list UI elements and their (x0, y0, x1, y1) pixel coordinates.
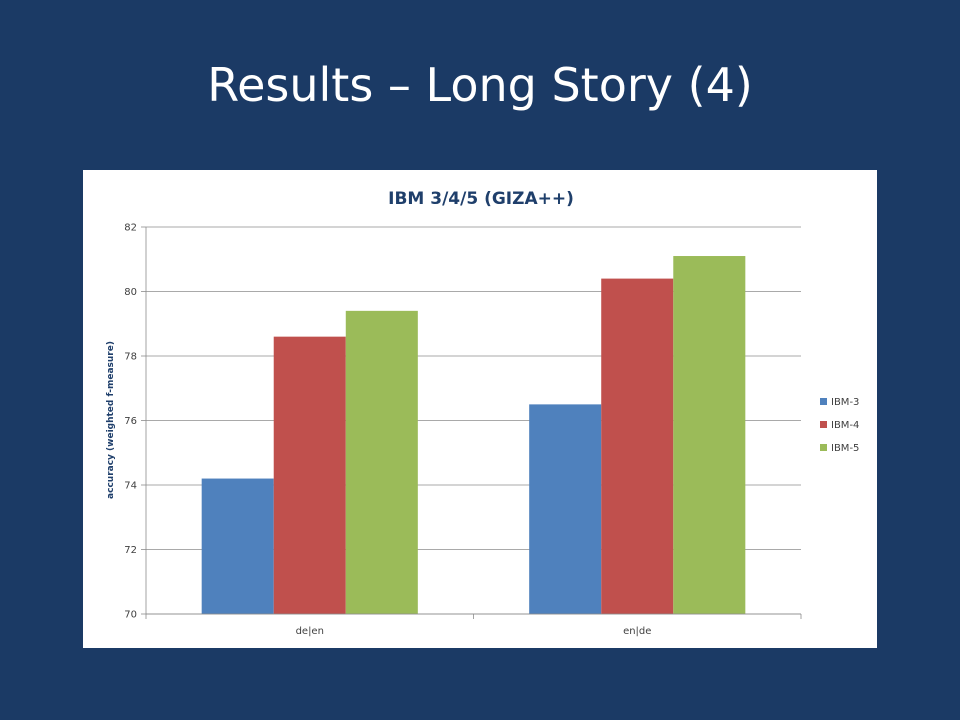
legend-swatch-ibm-3 (820, 398, 827, 405)
chart-frame: IBM 3/4/5 (GIZA++) accuracy (weighted f-… (83, 170, 877, 648)
slide-title: Results – Long Story (4) (207, 58, 753, 112)
y-tick-label: 80 (124, 287, 137, 298)
legend-label-ibm-5: IBM-5 (831, 443, 859, 454)
axes: 70 72 74 76 78 80 82 de|en en|de (124, 223, 802, 637)
bar-ibm-3-de-en (201, 478, 274, 614)
bars (201, 256, 746, 614)
y-tick-label: 72 (124, 545, 137, 556)
y-axis-label: accuracy (weighted f-measure) (106, 341, 116, 499)
legend-label-ibm-4: IBM-4 (831, 420, 859, 431)
x-category-label: en|de (623, 626, 651, 637)
legend: IBM-3 IBM-4 IBM-5 (820, 397, 859, 454)
y-tick-label: 78 (124, 352, 137, 363)
bar-ibm-5-de-en (345, 310, 418, 614)
chart-title: IBM 3/4/5 (GIZA++) (388, 189, 574, 209)
bar-ibm-3-en-de (529, 404, 602, 614)
x-category-label: de|en (296, 626, 324, 637)
y-tick-label: 70 (124, 610, 137, 621)
bar-ibm-4-de-en (273, 336, 346, 614)
y-tick-label: 82 (124, 223, 137, 234)
bar-chart: IBM 3/4/5 (GIZA++) accuracy (weighted f-… (106, 189, 859, 637)
bar-ibm-4-en-de (601, 278, 674, 614)
legend-label-ibm-3: IBM-3 (831, 397, 859, 408)
y-tick-label: 74 (124, 481, 137, 492)
legend-swatch-ibm-5 (820, 444, 827, 451)
legend-swatch-ibm-4 (820, 421, 827, 428)
y-tick-label: 76 (124, 416, 137, 427)
bar-ibm-5-en-de (673, 256, 746, 614)
